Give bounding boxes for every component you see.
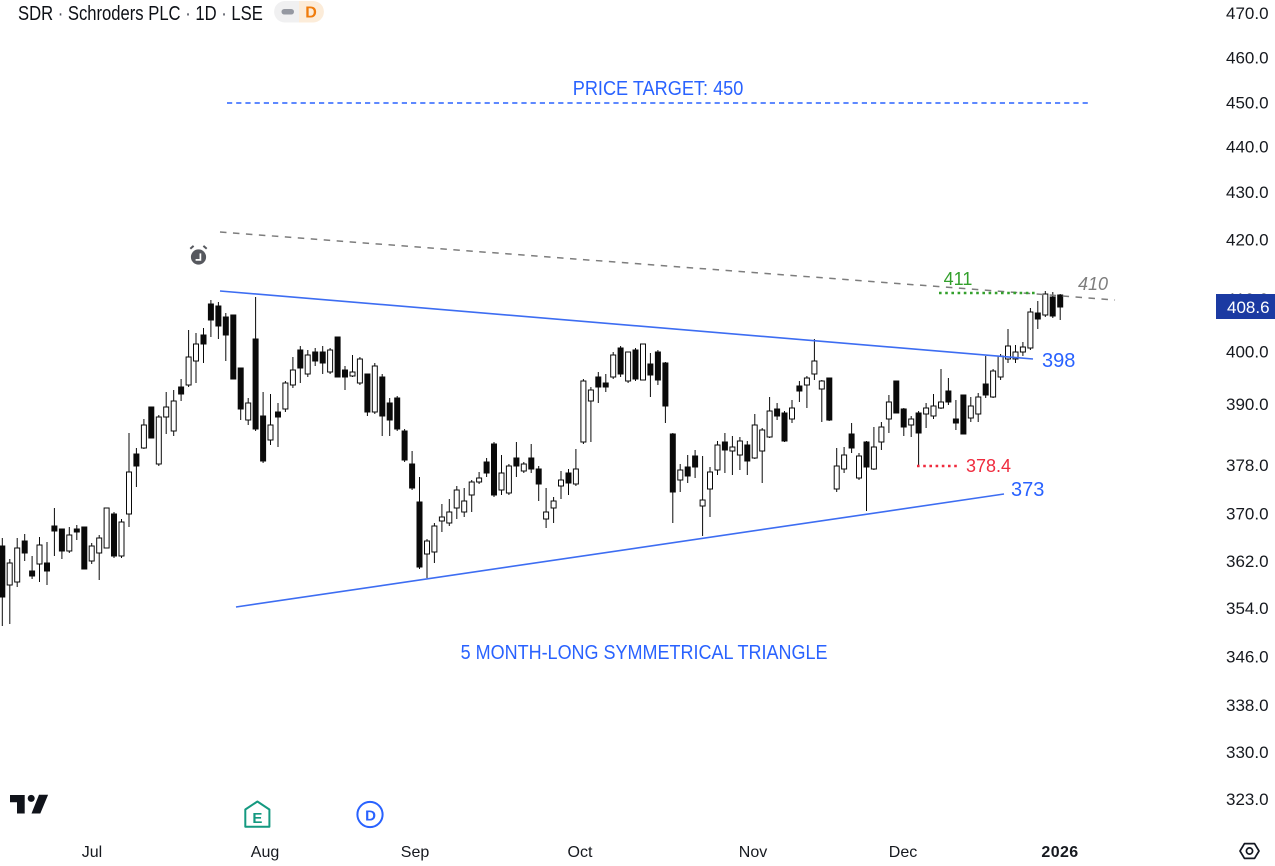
svg-text:411: 411 <box>944 269 973 289</box>
svg-text:400.0: 400.0 <box>1226 342 1269 361</box>
svg-text:460.0: 460.0 <box>1226 49 1269 68</box>
svg-text:330.0: 330.0 <box>1226 743 1269 762</box>
svg-text:338.0: 338.0 <box>1226 696 1269 715</box>
svg-text:5 MONTH-LONG SYMMETRICAL TRIAN: 5 MONTH-LONG SYMMETRICAL TRIANGLE <box>461 642 828 664</box>
svg-text:378.0: 378.0 <box>1226 456 1269 475</box>
svg-text:378.4: 378.4 <box>966 456 1011 476</box>
svg-text:Jul: Jul <box>82 844 102 861</box>
svg-text:362.0: 362.0 <box>1226 552 1269 571</box>
svg-text:398: 398 <box>1042 350 1075 372</box>
svg-text:Aug: Aug <box>251 844 279 861</box>
svg-text:323.0: 323.0 <box>1226 790 1269 809</box>
svg-text:420.0: 420.0 <box>1226 231 1269 250</box>
svg-text:Nov: Nov <box>739 844 767 861</box>
svg-text:Dec: Dec <box>889 844 917 861</box>
svg-text:Oct: Oct <box>568 844 593 861</box>
svg-text:430.0: 430.0 <box>1226 183 1269 202</box>
svg-text:408.6: 408.6 <box>1227 298 1270 317</box>
svg-text:D: D <box>365 808 376 825</box>
svg-text:470.0: 470.0 <box>1226 4 1269 23</box>
svg-text:D: D <box>305 5 317 22</box>
svg-text:440.0: 440.0 <box>1226 138 1269 157</box>
svg-text:450.0: 450.0 <box>1226 94 1269 113</box>
svg-text:346.0: 346.0 <box>1226 648 1269 667</box>
svg-text:354.0: 354.0 <box>1226 599 1269 618</box>
svg-text:Sep: Sep <box>401 844 430 861</box>
svg-text:410: 410 <box>1078 274 1108 294</box>
svg-text:373: 373 <box>1011 479 1044 501</box>
svg-text:390.0: 390.0 <box>1226 395 1269 414</box>
svg-text:PRICE TARGET: 450: PRICE TARGET: 450 <box>573 78 744 100</box>
svg-text:370.0: 370.0 <box>1226 505 1269 524</box>
svg-text:2026: 2026 <box>1041 844 1078 861</box>
svg-text:SDR · Schroders PLC · 1D · LSE: SDR · Schroders PLC · 1D · LSE <box>18 2 263 25</box>
svg-text:E: E <box>252 810 262 827</box>
